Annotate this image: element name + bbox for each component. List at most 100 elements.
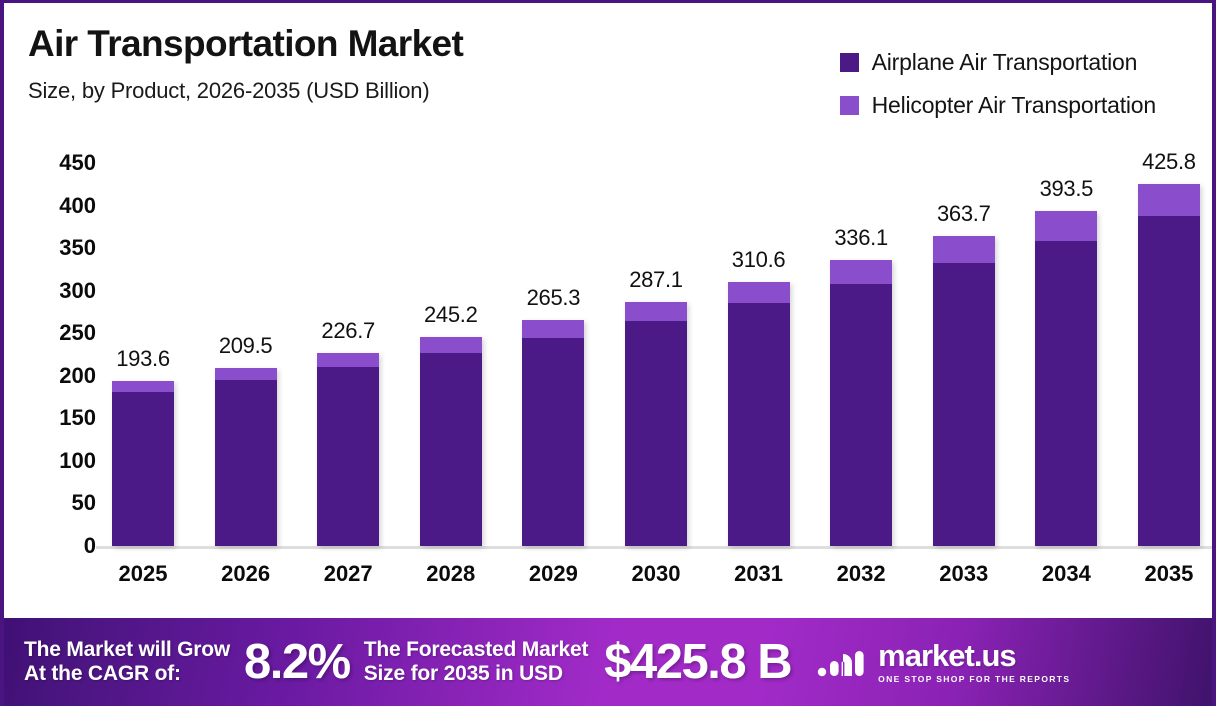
- bar-segment-airplane[interactable]: [317, 366, 380, 546]
- bars-area: 193.6 209.5 226.7 245.2 265.3 287.1 310.6 336.1…: [100, 149, 1208, 546]
- bar-segment-airplane[interactable]: [214, 380, 277, 546]
- bar-segment-helicopter[interactable]: [624, 301, 687, 322]
- logo-name: market.us: [878, 638, 1016, 673]
- stacked-bar[interactable]: [522, 320, 585, 546]
- bar-data-label: 287.1: [629, 266, 683, 292]
- stacked-bar[interactable]: [727, 281, 790, 546]
- bar-segment-airplane[interactable]: [727, 303, 790, 546]
- bar-data-label: 425.8: [1142, 148, 1196, 174]
- forecast-caption-line2: Size for 2035 in USD: [363, 662, 563, 685]
- legend-label-airplane: Airplane Air Transportation: [871, 49, 1138, 75]
- bar-data-label: 226.7: [321, 318, 375, 344]
- logo-text: market.us ONE STOP SHOP FOR THE REPORTS: [878, 640, 1070, 684]
- y-axis-tick: 150: [59, 405, 96, 431]
- x-axis-tick: 2027: [323, 561, 373, 586]
- bar-column[interactable]: 425.8: [1137, 149, 1200, 546]
- bar-segment-helicopter[interactable]: [727, 281, 790, 304]
- y-axis-tick: 300: [59, 277, 96, 303]
- bar-column[interactable]: 245.2: [419, 163, 482, 546]
- bar-column[interactable]: 363.7: [932, 163, 995, 546]
- stacked-bar[interactable]: [1137, 183, 1200, 546]
- cagr-caption: The Market will Grow At the CAGR of:: [24, 638, 230, 687]
- x-axis-tick: 2035: [1144, 561, 1194, 586]
- cagr-caption-line2: At the CAGR of:: [24, 662, 181, 685]
- chart-legend: Airplane Air Transportation Helicopter A…: [839, 49, 1156, 119]
- bar-series-group: 193.6 209.5 226.7 245.2 265.3 287.1 310.6 336.1…: [100, 149, 1208, 546]
- legend-swatch-icon-airplane: [839, 53, 859, 72]
- y-axis-tick: 100: [59, 447, 96, 473]
- bar-segment-airplane[interactable]: [1137, 216, 1200, 546]
- x-axis-tick: 2026: [221, 561, 271, 586]
- bar-segment-helicopter[interactable]: [830, 259, 893, 285]
- stacked-bar[interactable]: [419, 337, 482, 546]
- x-axis-tick: 2025: [118, 561, 168, 586]
- stacked-bar[interactable]: [112, 381, 174, 546]
- bar-data-label: 209.5: [218, 332, 273, 358]
- bar-data-label: 393.5: [1039, 176, 1094, 202]
- bar-segment-helicopter[interactable]: [317, 353, 380, 367]
- y-axis-tick: 50: [71, 490, 96, 516]
- stacked-bar[interactable]: [624, 301, 687, 546]
- cagr-caption-line1: The Market will Grow: [24, 637, 231, 661]
- x-axis-baseline: [96, 546, 1212, 549]
- bar-column[interactable]: 193.6: [112, 163, 174, 546]
- bar-data-label: 245.2: [424, 302, 478, 328]
- x-axis-tick: 2034: [1041, 561, 1091, 586]
- bar-segment-helicopter[interactable]: [1137, 183, 1200, 217]
- forecast-caption-line1: The Forecasted Market: [363, 637, 589, 661]
- bar-column[interactable]: 265.3: [522, 163, 585, 546]
- bar-segment-helicopter[interactable]: [112, 381, 174, 393]
- bar-chart-logo-icon: [817, 651, 864, 677]
- bar-column[interactable]: 393.5: [1035, 163, 1098, 546]
- forecast-value: $425.8 B: [604, 635, 792, 689]
- bar-column[interactable]: 310.6: [727, 163, 790, 546]
- bar-data-label: 336.1: [834, 224, 888, 250]
- bar-segment-helicopter[interactable]: [932, 236, 995, 264]
- forecast-caption: The Forecasted Market Size for 2035 in U…: [364, 638, 589, 687]
- bar-data-label: 310.6: [731, 246, 786, 272]
- bar-segment-helicopter[interactable]: [419, 337, 482, 353]
- bar-column[interactable]: 287.1: [624, 163, 687, 546]
- x-axis-tick: 2030: [631, 561, 681, 586]
- stacked-bar[interactable]: [830, 259, 893, 546]
- x-axis-tick: 2033: [939, 561, 989, 586]
- header: Air Transportation Market Size, by Produ…: [28, 24, 464, 104]
- bar-column[interactable]: 226.7: [317, 163, 380, 546]
- footer-banner: The Market will Grow At the CAGR of: 8.2…: [4, 618, 1212, 706]
- x-axis-tick: 2029: [528, 561, 578, 586]
- logo-tagline: ONE STOP SHOP FOR THE REPORTS: [878, 674, 1071, 684]
- market-us-logo[interactable]: market.us ONE STOP SHOP FOR THE REPORTS: [817, 640, 1070, 684]
- bar-segment-helicopter[interactable]: [1035, 211, 1098, 241]
- bar-segment-airplane[interactable]: [419, 352, 482, 546]
- bar-segment-airplane[interactable]: [112, 392, 174, 546]
- page-subtitle: Size, by Product, 2026-2035 (USD Billion…: [28, 77, 430, 103]
- bar-segment-helicopter[interactable]: [522, 320, 585, 338]
- y-axis-tick: 0: [83, 533, 96, 558]
- x-axis-tick: 2031: [734, 561, 784, 586]
- cagr-value: 8.2%: [244, 635, 351, 689]
- legend-item-airplane: Airplane Air Transportation: [839, 49, 1138, 76]
- y-axis-tick: 400: [59, 192, 96, 218]
- bar-column[interactable]: 336.1: [830, 163, 893, 546]
- stacked-bar[interactable]: [1035, 211, 1098, 546]
- bar-segment-helicopter[interactable]: [214, 367, 277, 381]
- legend-item-helicopter: Helicopter Air Transportation: [839, 92, 1156, 119]
- bar-segment-airplane[interactable]: [932, 263, 995, 546]
- stacked-bar[interactable]: [214, 367, 277, 546]
- bar-segment-airplane[interactable]: [1035, 240, 1098, 546]
- x-axis-tick: 2032: [836, 561, 886, 586]
- bar-segment-airplane[interactable]: [624, 321, 687, 546]
- bar-column[interactable]: 209.5: [214, 163, 277, 546]
- chart-plot-area: 0 50 100 150 200 250 300 350 400 450 193.6 209.5 22…: [4, 149, 1212, 593]
- y-axis-tick: 250: [59, 320, 96, 346]
- bar-data-label: 193.6: [116, 346, 170, 372]
- y-axis-tick: 350: [59, 235, 96, 261]
- x-axis: 2025 2026 2027 2028 2029 2030 2031 2032 2033 2034…: [100, 561, 1208, 587]
- bar-data-label: 363.7: [936, 201, 991, 227]
- stacked-bar[interactable]: [317, 353, 380, 546]
- bar-segment-airplane[interactable]: [830, 284, 893, 546]
- stacked-bar[interactable]: [932, 236, 995, 546]
- bar-segment-airplane[interactable]: [522, 337, 585, 546]
- bar-data-label: 265.3: [526, 285, 581, 311]
